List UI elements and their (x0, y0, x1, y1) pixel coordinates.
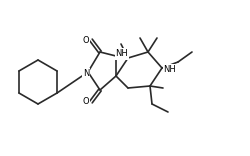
Text: NH: NH (163, 66, 176, 75)
Text: NH: NH (115, 49, 128, 58)
Text: O: O (82, 36, 89, 44)
Text: O: O (82, 98, 89, 107)
Text: N: N (82, 70, 89, 78)
